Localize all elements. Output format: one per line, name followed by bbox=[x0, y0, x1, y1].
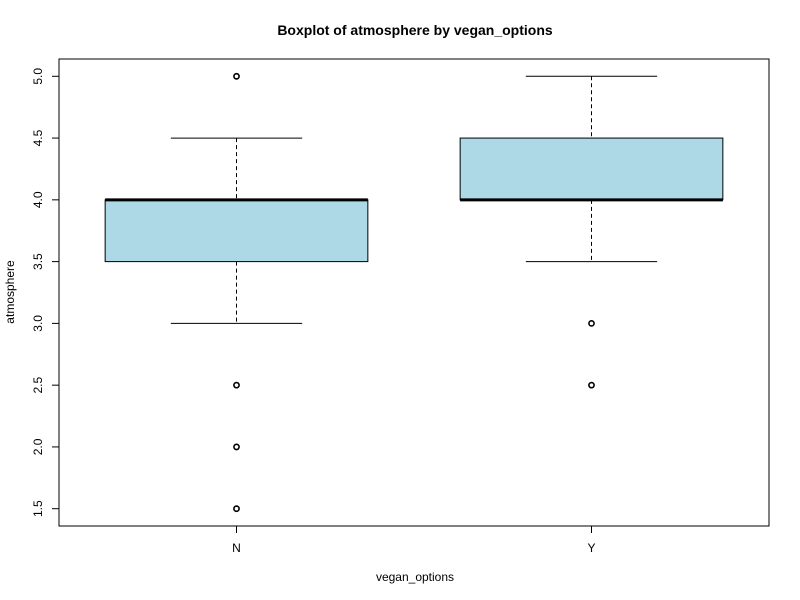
outlier-point bbox=[233, 443, 240, 451]
y-tick-label: 4.5 bbox=[31, 129, 45, 146]
y-axis-label: atmosphere bbox=[3, 260, 17, 324]
chart-title: Boxplot of atmosphere by vegan_options bbox=[277, 22, 553, 38]
box-iqr bbox=[459, 137, 724, 201]
y-tick-label: 5.0 bbox=[31, 68, 45, 85]
plot-frame bbox=[58, 58, 770, 527]
y-tick-label: 4.0 bbox=[31, 191, 45, 208]
outlier-point bbox=[588, 319, 595, 327]
x-tick-label: N bbox=[232, 541, 241, 555]
y-tick-label: 3.0 bbox=[31, 315, 45, 332]
outlier-point bbox=[233, 72, 240, 80]
chart-marks bbox=[104, 72, 724, 513]
box-group-y bbox=[459, 75, 724, 389]
y-tick-label: 2.0 bbox=[31, 438, 45, 455]
x-tick-label: Y bbox=[587, 541, 595, 555]
chart-axes: 1.5 2.0 2.5 3.0 3.5 4.0 4.5 5.0 N Y bbox=[31, 68, 596, 555]
box-group-n bbox=[104, 72, 369, 513]
y-tick-label: 2.5 bbox=[31, 376, 45, 393]
y-tick-label: 3.5 bbox=[31, 253, 45, 270]
outlier-point bbox=[233, 381, 240, 389]
box-iqr bbox=[104, 199, 369, 263]
y-tick-label: 1.5 bbox=[31, 500, 45, 517]
x-axis-label: vegan_options bbox=[376, 570, 454, 584]
outlier-point bbox=[233, 505, 240, 513]
outlier-point bbox=[588, 381, 595, 389]
